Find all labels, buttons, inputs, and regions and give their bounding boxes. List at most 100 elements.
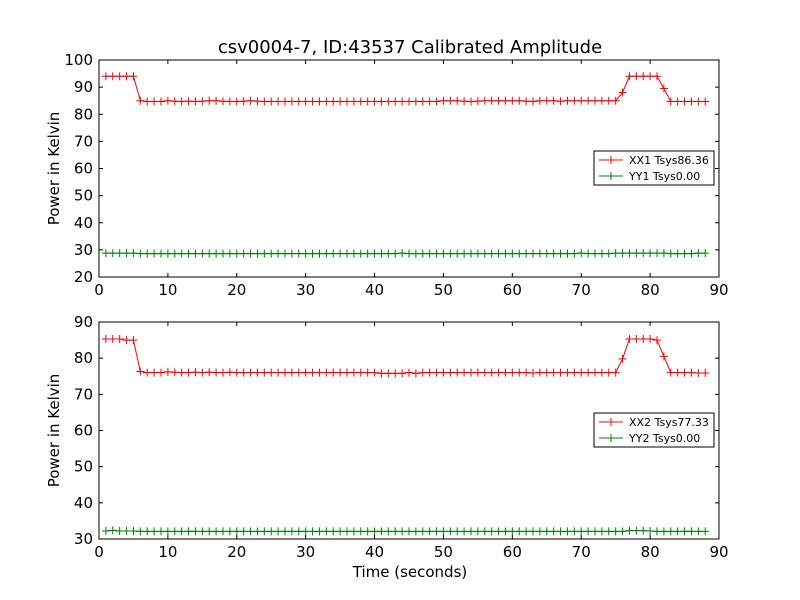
data-point-marker bbox=[349, 97, 358, 106]
data-point-marker bbox=[170, 368, 179, 377]
data-point-marker bbox=[239, 368, 248, 377]
data-point-marker bbox=[101, 249, 110, 258]
data-point-marker bbox=[322, 368, 331, 377]
data-point-marker bbox=[281, 368, 289, 377]
data-point-marker bbox=[653, 249, 661, 258]
data-point-marker bbox=[570, 527, 579, 536]
data-point-marker bbox=[549, 96, 558, 105]
data-point-marker bbox=[225, 527, 234, 536]
data-point-marker bbox=[191, 527, 200, 536]
data-point-marker bbox=[432, 527, 441, 536]
data-point-marker bbox=[336, 527, 345, 536]
data-point-marker bbox=[611, 368, 620, 377]
data-point-marker bbox=[570, 249, 579, 258]
data-point-marker bbox=[577, 249, 586, 258]
data-point-marker bbox=[260, 249, 269, 258]
data-point-marker bbox=[549, 527, 558, 536]
data-point-marker bbox=[122, 336, 131, 345]
data-point-marker bbox=[157, 368, 165, 377]
data-point-marker bbox=[163, 527, 172, 536]
data-point-marker bbox=[274, 368, 283, 377]
data-point-marker bbox=[398, 369, 407, 378]
data-point-marker bbox=[460, 368, 469, 377]
data-point-marker bbox=[232, 527, 241, 536]
data-point-marker bbox=[184, 97, 193, 106]
x-tick-label: 50 bbox=[434, 281, 453, 299]
data-point-marker bbox=[549, 249, 558, 258]
data-point-marker bbox=[260, 527, 269, 536]
data-point-marker bbox=[308, 368, 317, 377]
data-point-marker bbox=[239, 249, 248, 258]
data-point-marker bbox=[315, 368, 324, 377]
data-point-marker bbox=[625, 72, 634, 81]
x-tick-label: 70 bbox=[572, 281, 591, 299]
top-panel: 0 10 20 30 40 50 60 70 80 90 20 30 40 50 60 70 80 90 100 Po… bbox=[45, 51, 729, 299]
data-point-marker bbox=[446, 96, 455, 105]
data-point-marker bbox=[701, 249, 710, 258]
data-point-marker bbox=[522, 97, 531, 106]
data-point-marker bbox=[480, 96, 489, 105]
data-point-marker bbox=[184, 368, 193, 377]
y-axis-label: Power in Kelvin bbox=[45, 374, 63, 488]
data-point-marker bbox=[391, 249, 400, 258]
legend-label: YY1 Tsys0.00 bbox=[628, 170, 700, 183]
data-point-marker bbox=[336, 249, 345, 258]
data-point-marker bbox=[122, 249, 131, 258]
legend-box bbox=[593, 150, 715, 186]
data-point-marker bbox=[129, 336, 138, 345]
legend: XX2 Tsys77.33 YY2 Tsys0.00 bbox=[593, 412, 715, 448]
data-point-marker bbox=[418, 527, 427, 536]
data-point-marker bbox=[212, 527, 221, 536]
x-tick-label: 40 bbox=[365, 281, 384, 299]
data-point-marker bbox=[494, 368, 503, 377]
data-point-marker bbox=[108, 72, 117, 81]
data-point-marker bbox=[687, 368, 696, 377]
chart-title: csv0004-7, ID:43537 Calibrated Amplitude bbox=[218, 37, 602, 58]
data-point-marker bbox=[439, 96, 448, 105]
data-point-marker bbox=[191, 368, 200, 377]
data-point-marker bbox=[501, 96, 510, 105]
data-point-marker bbox=[480, 527, 489, 536]
data-point-marker bbox=[115, 72, 124, 81]
data-point-marker bbox=[253, 368, 262, 377]
data-point-marker bbox=[163, 249, 172, 258]
data-point-marker bbox=[329, 249, 338, 258]
data-point-marker bbox=[639, 526, 648, 535]
data-point-marker bbox=[515, 527, 524, 536]
data-point-marker bbox=[494, 527, 503, 536]
data-point-marker bbox=[439, 249, 448, 258]
data-point-marker bbox=[453, 249, 462, 258]
data-point-marker bbox=[115, 527, 124, 536]
data-point-marker bbox=[370, 368, 379, 377]
data-point-marker bbox=[666, 249, 675, 258]
data-point-marker bbox=[446, 249, 455, 258]
data-point-marker bbox=[398, 249, 407, 258]
data-point-marker bbox=[225, 249, 234, 258]
data-point-marker bbox=[391, 369, 400, 378]
data-point-marker bbox=[501, 527, 510, 536]
data-point-marker bbox=[694, 249, 703, 258]
data-point-marker bbox=[467, 368, 475, 377]
data-point-marker bbox=[618, 249, 627, 258]
data-point-marker bbox=[584, 368, 593, 377]
data-point-marker bbox=[101, 72, 110, 81]
data-point-marker bbox=[659, 352, 668, 361]
data-point-marker bbox=[432, 97, 441, 106]
data-point-marker bbox=[108, 526, 117, 535]
data-point-marker bbox=[411, 97, 420, 106]
data-point-marker bbox=[287, 527, 296, 536]
legend-box bbox=[593, 412, 715, 448]
data-point-marker bbox=[584, 249, 593, 258]
legend-label: XX1 Tsys86.36 bbox=[629, 154, 709, 167]
data-point-marker bbox=[680, 97, 689, 106]
x-tick-label: 60 bbox=[503, 281, 522, 299]
data-point-marker bbox=[157, 527, 165, 536]
data-point-marker bbox=[563, 249, 572, 258]
data-point-marker bbox=[625, 249, 634, 258]
data-point-marker bbox=[515, 368, 524, 377]
data-point-marker bbox=[508, 96, 517, 105]
x-tick-label: 10 bbox=[158, 543, 177, 561]
x-tick-label: 20 bbox=[227, 281, 246, 299]
data-point-marker bbox=[336, 97, 345, 106]
data-point-marker bbox=[467, 97, 475, 106]
